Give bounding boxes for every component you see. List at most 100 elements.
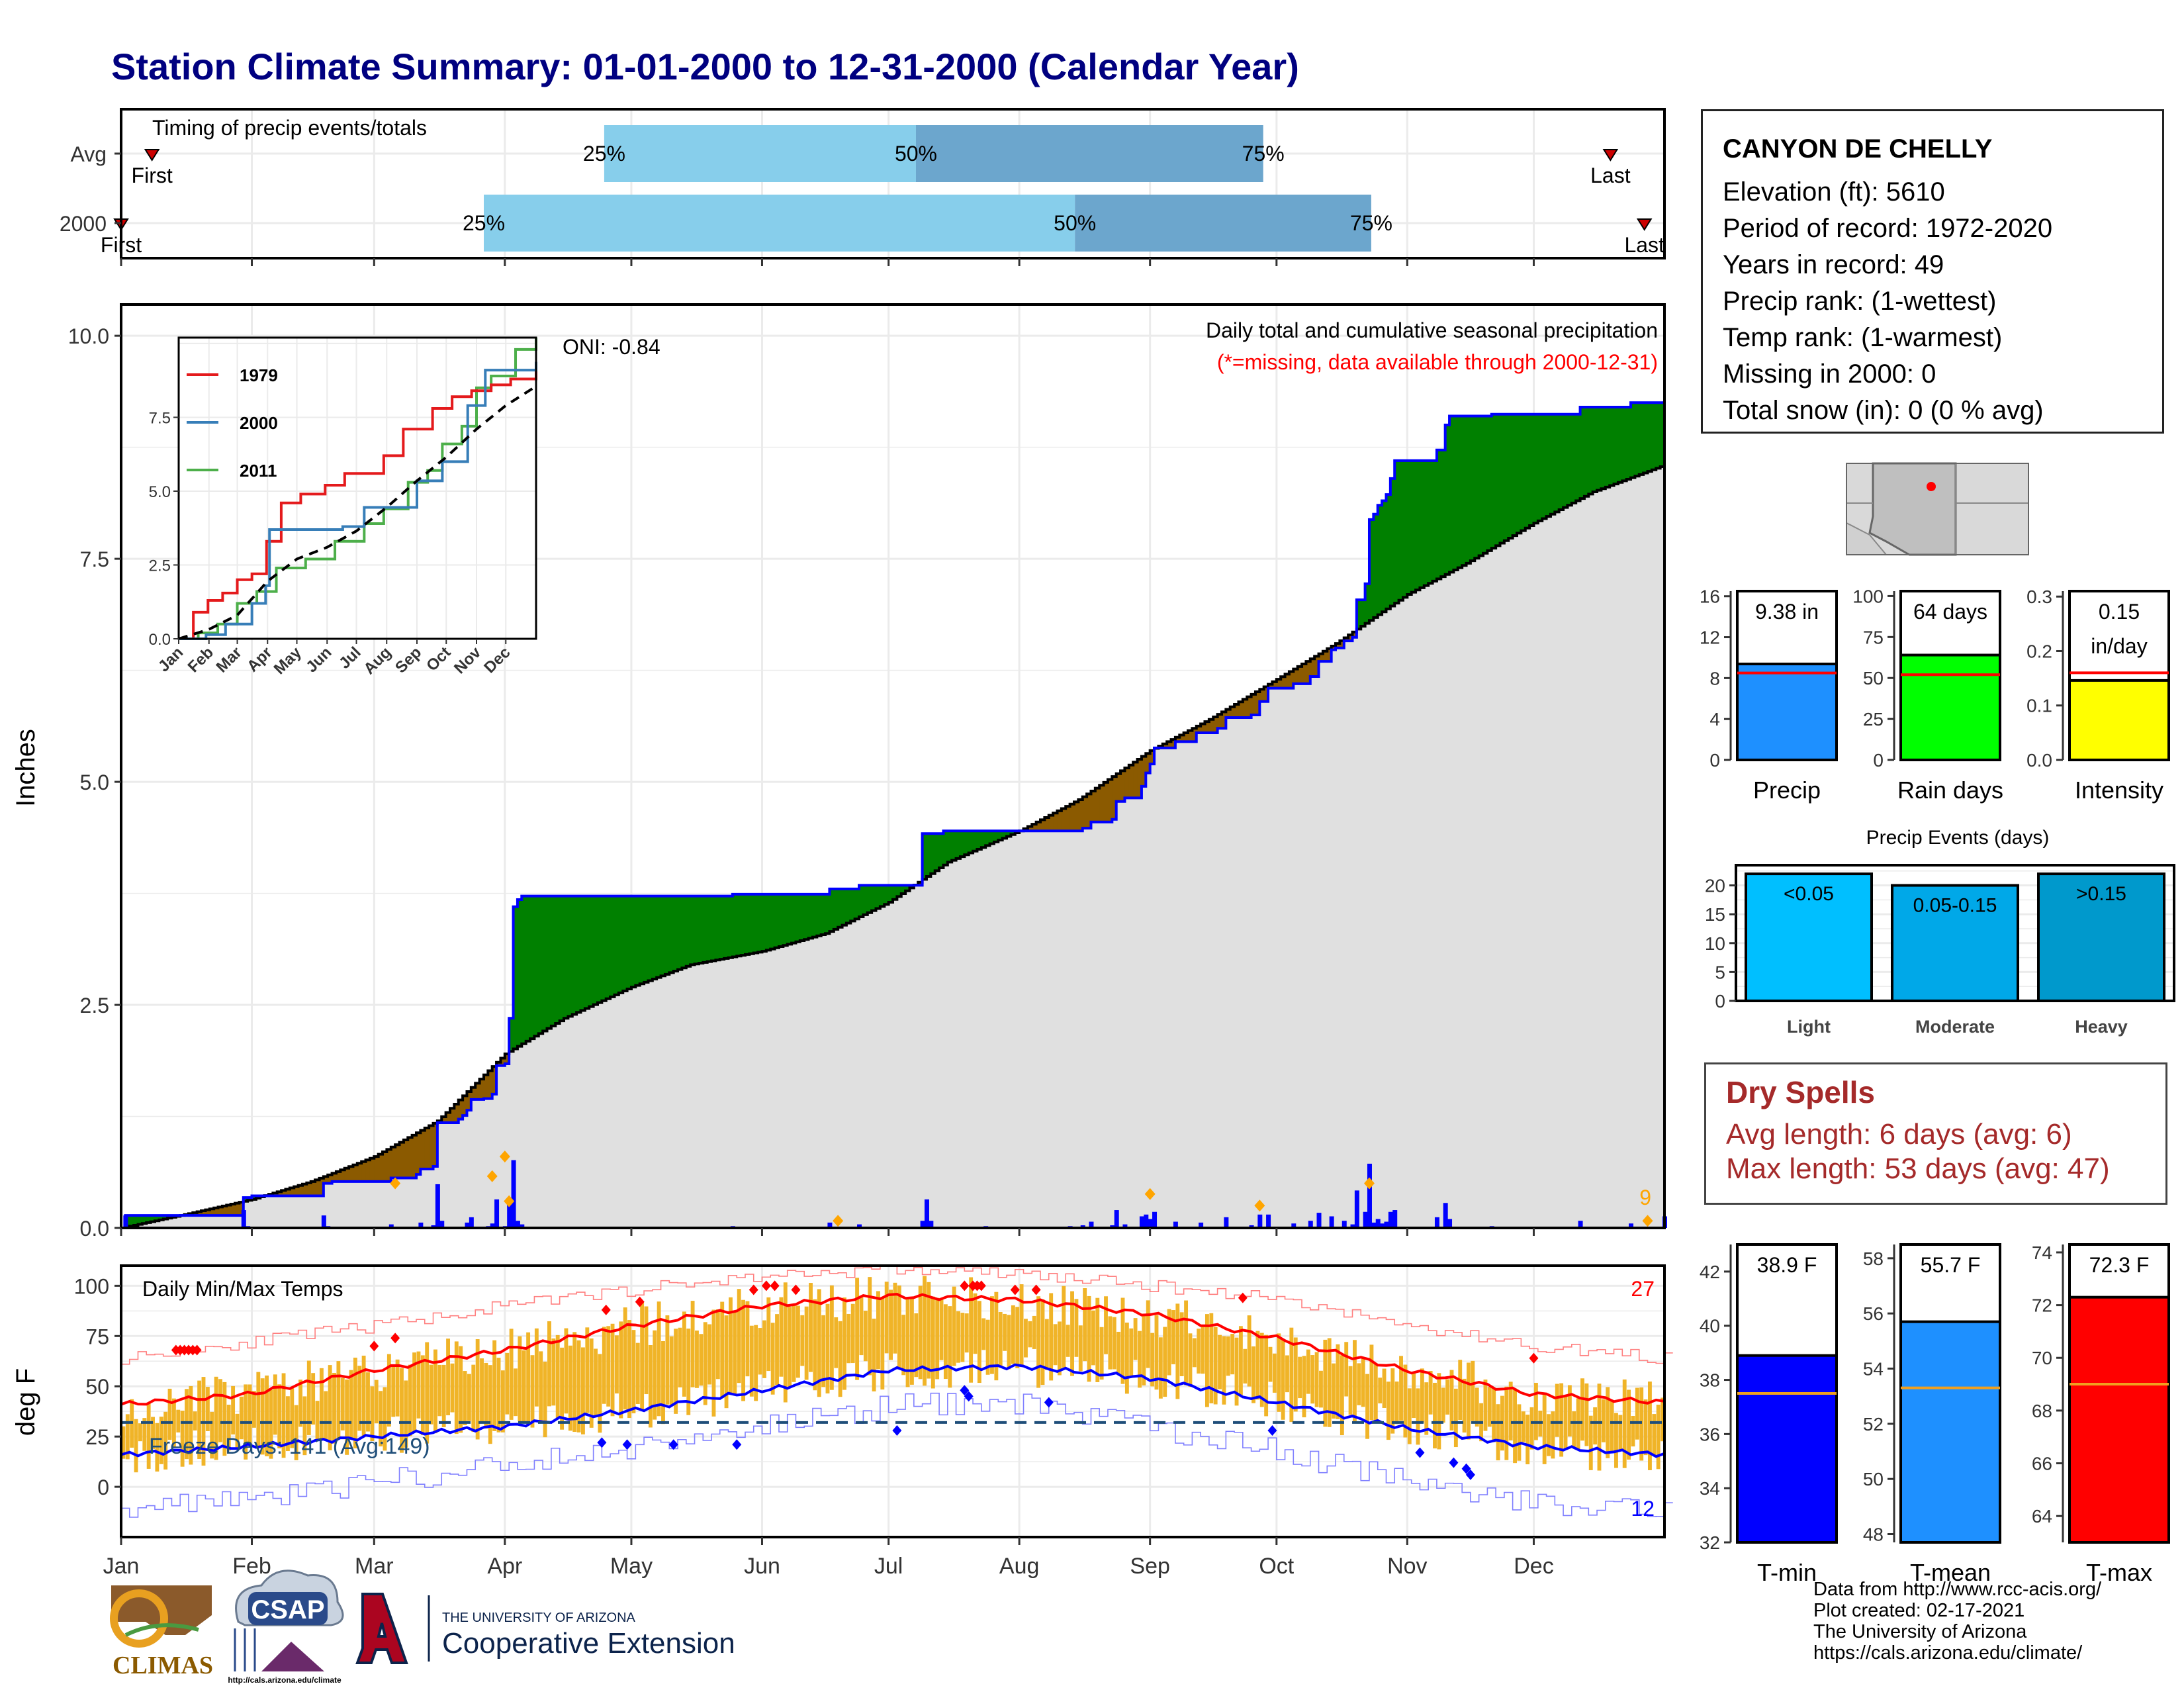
credits: Data from http://www.rcc-acis.org/ Plot … xyxy=(1813,1579,2101,1664)
above-average-area xyxy=(146,1215,152,1223)
timing-bar-25-50 xyxy=(484,195,1075,252)
daily-temp-range-bar xyxy=(733,1311,737,1396)
daily-temp-range-bar xyxy=(1213,1327,1218,1405)
below-average-area xyxy=(369,1158,375,1182)
above-average-area xyxy=(534,896,539,1037)
daily-temp-range-bar xyxy=(859,1295,864,1356)
temp-y-tick-label: 0 xyxy=(97,1476,109,1499)
daily-temp-range-bar xyxy=(1458,1360,1463,1421)
daily-precip-bar xyxy=(1388,1211,1393,1228)
above-average-area xyxy=(1656,402,1661,469)
daily-temp-range-bar xyxy=(518,1336,522,1422)
daily-temp-range-bar xyxy=(846,1313,851,1364)
daily-temp-range-bar xyxy=(1656,1404,1661,1470)
above-average-area xyxy=(758,894,763,953)
daily-temp-range-bar xyxy=(336,1361,341,1438)
above-average-area xyxy=(1007,831,1012,837)
above-average-area xyxy=(657,896,662,978)
record-high-marker xyxy=(761,1280,771,1291)
above-average-area xyxy=(1584,407,1589,496)
above-average-area xyxy=(728,896,733,958)
record-low-marker xyxy=(1044,1397,1054,1408)
daily-temp-range-bar xyxy=(459,1346,463,1433)
daily-temp-range-bar xyxy=(1184,1300,1189,1385)
daily-temp-range-bar xyxy=(1424,1382,1429,1435)
temp-y-label: deg F xyxy=(11,1368,40,1436)
above-average-area xyxy=(639,896,645,984)
above-average-area xyxy=(998,831,1003,841)
timing-bar-50-75 xyxy=(915,125,1263,182)
above-average-area xyxy=(690,896,696,965)
events-frame xyxy=(1735,864,2175,1002)
above-average-area xyxy=(1626,407,1631,480)
daily-temp-range-bar xyxy=(1492,1388,1496,1442)
record-high-marker xyxy=(601,1304,611,1315)
above-average-area xyxy=(167,1215,173,1219)
daily-precip-bar xyxy=(418,1222,424,1228)
daily-precip-bar xyxy=(1367,1163,1372,1228)
daily-temp-range-bar xyxy=(471,1364,476,1432)
above-average-area xyxy=(138,1215,143,1225)
daily-precip-bar xyxy=(1152,1211,1158,1228)
daily-temp-range-bar xyxy=(657,1301,661,1417)
daily-temp-range-bar xyxy=(564,1328,569,1414)
temp-y-tick-label: 50 xyxy=(85,1375,109,1399)
station-line: Period of record: 1972-2020 xyxy=(1723,214,2053,243)
above-average-area xyxy=(960,831,965,857)
above-average-area xyxy=(732,894,737,957)
daily-temp-range-bar xyxy=(876,1291,880,1370)
daily-temp-range-bar xyxy=(1167,1309,1171,1376)
timing-pct-label: 75% xyxy=(1350,211,1392,235)
climas-logo-sun xyxy=(110,1589,168,1648)
above-average-area xyxy=(1567,414,1572,506)
inset-y-tick-label: 7.5 xyxy=(149,409,171,427)
daily-temp-range-bar xyxy=(505,1352,510,1415)
precip-y-label: Inches xyxy=(11,729,40,807)
oni-label: ONI: -0.84 xyxy=(563,335,660,359)
above-average-area xyxy=(243,1197,248,1201)
daily-temp-range-bar xyxy=(226,1405,231,1451)
daily-temp-range-bar xyxy=(711,1309,716,1417)
above-average-area xyxy=(737,894,742,957)
below-average-area xyxy=(349,1166,354,1182)
intensity-bar xyxy=(2068,679,2170,761)
daily-temp-range-bar xyxy=(779,1297,784,1377)
below-average-area xyxy=(273,1193,278,1196)
above-average-area xyxy=(1622,407,1627,481)
record-high-marker xyxy=(749,1284,758,1295)
daily-temp-range-bar xyxy=(125,1414,130,1460)
daily-precip-bar xyxy=(494,1199,500,1228)
hot-days-count: 27 xyxy=(1631,1277,1655,1301)
daily-temp-range-bar xyxy=(707,1324,712,1385)
below-average-area xyxy=(424,1128,430,1170)
above-average-area xyxy=(1647,402,1653,472)
daily-temp-range-bar xyxy=(872,1319,876,1391)
precip-event-bar xyxy=(1891,884,2019,1002)
above-average-area xyxy=(644,896,649,982)
daily-temp-range-bar xyxy=(555,1335,560,1419)
dry-spells-title: Dry Spells xyxy=(1726,1075,1875,1109)
below-average-area xyxy=(1095,788,1100,822)
below-average-area xyxy=(1133,762,1138,798)
above-average-area xyxy=(1394,460,1400,604)
above-average-area xyxy=(1529,414,1535,526)
daily-temp-range-bar xyxy=(1648,1382,1652,1470)
daily-temp-range-bar xyxy=(294,1405,298,1460)
above-average-area xyxy=(652,896,657,980)
timing-pct-label: 50% xyxy=(1054,211,1096,235)
below-average-area xyxy=(298,1185,303,1196)
daily-temp-range-bar xyxy=(1555,1383,1559,1437)
precip-events-panel: Precip Events (days) <0.05 Light 0.05-0.15 M… xyxy=(1705,827,2175,1037)
daily-temp-range-bar xyxy=(488,1365,492,1444)
above-average-area xyxy=(686,896,691,966)
above-average-area xyxy=(525,896,531,1041)
daily-temp-range-bar xyxy=(420,1355,425,1435)
below-average-area xyxy=(1208,719,1214,733)
daily-temp-range-bar xyxy=(1407,1388,1412,1444)
daily-temp-range-bar xyxy=(1142,1314,1146,1385)
above-average-area xyxy=(905,885,911,891)
daily-precip-bar xyxy=(435,1184,440,1228)
below-average-area xyxy=(416,1133,421,1175)
daily-temp-range-bar xyxy=(379,1391,383,1447)
